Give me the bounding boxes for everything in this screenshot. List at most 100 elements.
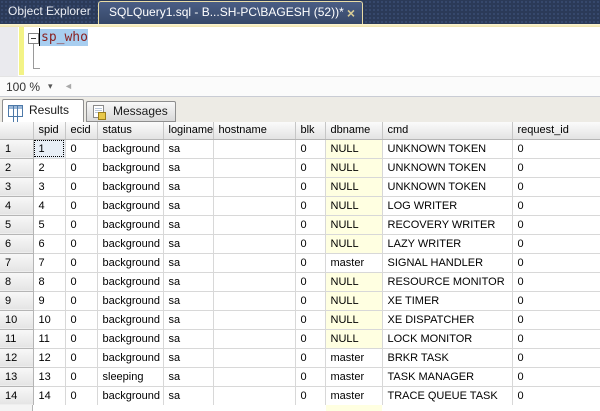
close-icon[interactable]: × <box>346 5 355 21</box>
cell-cmd[interactable]: UNKNOWN TOKEN <box>382 177 513 197</box>
cell-status[interactable]: background <box>97 196 164 216</box>
cell-ecid[interactable]: 0 <box>65 329 98 349</box>
cell-request_id[interactable]: 0 <box>512 196 600 216</box>
cell-status[interactable]: background <box>97 329 164 349</box>
cell-dbname[interactable]: NULL <box>325 196 383 216</box>
chevron-down-icon[interactable]: ▾ <box>48 81 53 91</box>
cell-ecid[interactable]: 0 <box>65 158 98 178</box>
cell-status[interactable]: background <box>97 177 164 197</box>
cell-spid[interactable]: 4 <box>33 196 66 216</box>
column-header-cmd[interactable]: cmd <box>382 122 513 140</box>
cell-hostname[interactable] <box>213 196 296 216</box>
cell-cmd[interactable]: XE TIMER <box>382 291 513 311</box>
cell-cmd[interactable]: TASK MANAGER <box>382 367 513 387</box>
cell-ecid[interactable]: 0 <box>65 348 98 368</box>
cell-blk[interactable]: 0 <box>295 215 326 235</box>
cell-spid[interactable]: 11 <box>33 329 66 349</box>
cell-loginame[interactable]: sa <box>163 234 214 254</box>
cell-status[interactable]: background <box>97 234 164 254</box>
column-header-blk[interactable]: blk <box>295 122 326 140</box>
cell-blk[interactable]: 0 <box>295 367 326 387</box>
row-number-header[interactable] <box>0 122 34 140</box>
cell-ecid[interactable]: 0 <box>65 139 98 159</box>
column-header-hostname[interactable]: hostname <box>213 122 296 140</box>
column-header-ecid[interactable]: ecid <box>65 122 98 140</box>
cell-status[interactable]: background <box>97 253 164 273</box>
cell-loginame[interactable]: sa <box>163 139 214 159</box>
cell-ecid[interactable]: 0 <box>65 196 98 216</box>
scroll-left-arrow-icon[interactable]: ◄ <box>64 81 73 91</box>
cell-dbname[interactable]: NULL <box>325 310 383 330</box>
cell-blk[interactable]: 0 <box>295 177 326 197</box>
cell-spid[interactable]: 9 <box>33 291 66 311</box>
cell-spid[interactable]: 1 <box>33 139 66 159</box>
cell-spid[interactable]: 3 <box>33 177 66 197</box>
cell-cmd[interactable]: LOG WRITER <box>382 196 513 216</box>
cell-cmd[interactable]: LAZY WRITER <box>382 234 513 254</box>
collapse-region-icon[interactable] <box>28 33 39 44</box>
column-header-request_id[interactable]: request_id <box>512 122 600 140</box>
cell-loginame[interactable]: sa <box>163 329 214 349</box>
cell-dbname[interactable]: master <box>325 253 383 273</box>
cell-dbname[interactable]: NULL <box>325 158 383 178</box>
row-number[interactable]: 14 <box>0 386 34 406</box>
cell-request_id[interactable]: 0 <box>512 139 600 159</box>
cell-status[interactable]: background <box>97 386 164 406</box>
cell-blk[interactable]: 0 <box>295 158 326 178</box>
cell-spid[interactable]: 13 <box>33 367 66 387</box>
cell-request_id[interactable]: 0 <box>512 329 600 349</box>
cell-blk[interactable]: 0 <box>295 196 326 216</box>
zoom-level-dropdown[interactable]: 100 % <box>6 80 41 94</box>
cell-spid[interactable]: 5 <box>33 215 66 235</box>
row-number[interactable]: 13 <box>0 367 34 387</box>
cell-blk[interactable]: 0 <box>295 234 326 254</box>
cell-blk[interactable]: 0 <box>295 329 326 349</box>
cell-ecid[interactable]: 0 <box>65 234 98 254</box>
row-number[interactable]: 5 <box>0 215 34 235</box>
cell-loginame[interactable]: sa <box>163 272 214 292</box>
tab-messages[interactable]: Messages <box>86 101 176 122</box>
column-header-status[interactable]: status <box>97 122 164 140</box>
cell-loginame[interactable]: sa <box>163 253 214 273</box>
cell-hostname[interactable] <box>213 386 296 406</box>
cell-hostname[interactable] <box>213 367 296 387</box>
sql-code-text[interactable]: sp_who <box>41 30 88 45</box>
cell-status[interactable]: background <box>97 158 164 178</box>
row-number[interactable]: 1 <box>0 139 34 159</box>
cell-ecid[interactable]: 0 <box>65 253 98 273</box>
row-number[interactable]: 11 <box>0 329 34 349</box>
row-number[interactable]: 7 <box>0 253 34 273</box>
cell-request_id[interactable]: 0 <box>512 367 600 387</box>
cell-hostname[interactable] <box>213 139 296 159</box>
cell-dbname[interactable]: NULL <box>325 234 383 254</box>
cell-blk[interactable]: 0 <box>295 291 326 311</box>
cell-spid[interactable]: 2 <box>33 158 66 178</box>
cell-cmd[interactable]: SIGNAL HANDLER <box>382 253 513 273</box>
cell-status[interactable]: background <box>97 215 164 235</box>
cell-dbname[interactable]: NULL <box>325 139 383 159</box>
cell-spid[interactable]: 14 <box>33 386 66 406</box>
cell-blk[interactable]: 0 <box>295 139 326 159</box>
cell-hostname[interactable] <box>213 329 296 349</box>
cell-ecid[interactable]: 0 <box>65 272 98 292</box>
cell-request_id[interactable]: 0 <box>512 215 600 235</box>
cell-cmd[interactable]: RECOVERY WRITER <box>382 215 513 235</box>
cell-status[interactable]: background <box>97 272 164 292</box>
row-number[interactable]: 3 <box>0 177 34 197</box>
row-number[interactable]: 6 <box>0 234 34 254</box>
cell-ecid[interactable]: 0 <box>65 177 98 197</box>
cell-loginame[interactable]: sa <box>163 291 214 311</box>
cell-status[interactable]: sleeping <box>97 367 164 387</box>
cell-hostname[interactable] <box>213 291 296 311</box>
cell-dbname[interactable]: NULL <box>325 291 383 311</box>
cell-blk[interactable]: 0 <box>295 386 326 406</box>
cell-spid[interactable]: 8 <box>33 272 66 292</box>
cell-dbname[interactable]: master <box>325 348 383 368</box>
cell-hostname[interactable] <box>213 177 296 197</box>
cell-loginame[interactable]: sa <box>163 367 214 387</box>
cell-hostname[interactable] <box>213 234 296 254</box>
column-header-dbname[interactable]: dbname <box>325 122 383 140</box>
cell-loginame[interactable]: sa <box>163 196 214 216</box>
cell-dbname[interactable]: NULL <box>325 272 383 292</box>
cell-blk[interactable]: 0 <box>295 310 326 330</box>
